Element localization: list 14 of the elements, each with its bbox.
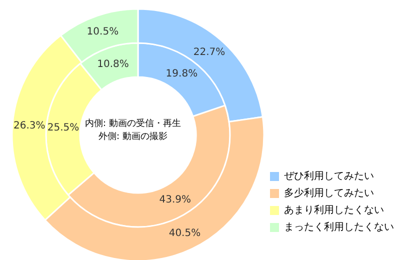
text: 内側: 動画の受信・再生 [85,118,181,129]
data-label: 40.5% [168,228,201,239]
legend-label: まったく利用したくない [284,220,394,235]
data-label: 25.5% [47,122,80,134]
legend-label: あまり利用したくない [284,204,384,218]
legend-label: 多少利用してみたい [284,186,374,201]
data-label: 43.9% [159,194,192,206]
data-label: 10.5% [86,26,119,38]
data-label: 26.3% [14,120,46,132]
data-label: 22.7% [193,47,226,58]
legend-label: ぜひ利用してみたい [284,170,374,184]
text: 外側: 動画の撮影 [98,131,168,142]
data-label: 10.8% [97,58,129,70]
data-label: 19.8% [166,68,198,80]
